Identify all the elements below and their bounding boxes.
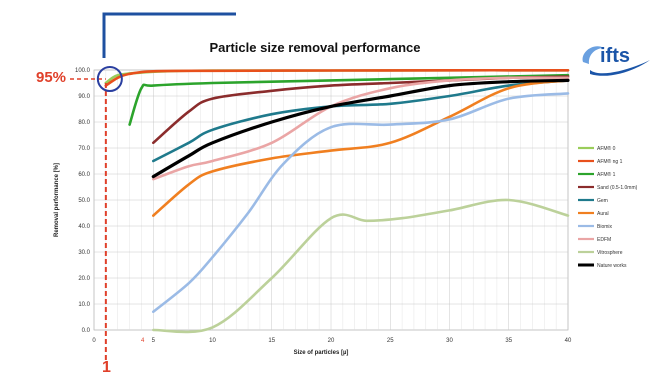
- size-1-label: 1: [102, 359, 111, 374]
- plot-area: 0.0 10.0 20.0 30.0 40.0 50.0 60.0 70.0 80.0 90.0 1…: [54, 66, 572, 360]
- x-tick-label: 40: [565, 338, 572, 344]
- y-tick-label: 100.0: [75, 68, 91, 74]
- ifts-logo: ifts: [582, 45, 650, 76]
- x-tick-label: 25: [387, 338, 394, 344]
- y-tick-label: 30.0: [78, 250, 90, 256]
- legend-label-vitrosphere: Vitrosphere: [597, 250, 623, 256]
- y-tick-label: 10.0: [78, 302, 90, 308]
- y-tick-label: 70.0: [78, 146, 90, 152]
- legend-label-biomix: Biomix: [597, 224, 613, 230]
- x-tick-label: 20: [328, 338, 335, 344]
- small-tick-label: 4: [141, 338, 145, 344]
- legend-label-sand-0-5-1-0mm: Sand (0.5-1.0mm): [597, 185, 638, 191]
- logo-text: ifts: [600, 45, 630, 67]
- legend-label-gem: Gem: [597, 198, 608, 204]
- legend-label-afm-ng-1: AFM® ng 1: [597, 158, 623, 165]
- y-tick-label: 20.0: [78, 276, 90, 282]
- callout-bracket: [102, 12, 236, 58]
- legend: AFM® 0 AFM® ng 1 AFM® 1 Sand (0.5-1.0mm) Gem…: [578, 145, 638, 269]
- y-tick-label: 50.0: [78, 198, 90, 204]
- y-tick-label: 90.0: [78, 94, 90, 100]
- legend-label-aural: Aural: [597, 211, 609, 217]
- x-tick-label: 30: [446, 338, 453, 344]
- legend-label-afm-0: AFM® 0: [597, 145, 616, 152]
- y-axis-label: Removal performance [%]: [54, 163, 60, 237]
- x-tick-label: 35: [505, 338, 512, 344]
- y-tick-label: 80.0: [78, 120, 90, 126]
- highlight-circle: [96, 66, 123, 92]
- legend-label-afm-1: AFM® 1: [597, 171, 616, 178]
- legend-label-nature-works: Nature works: [597, 263, 627, 269]
- chart-title: Particle size removal performance: [210, 40, 421, 55]
- series-line-vitrosphere: [152, 198, 570, 334]
- y-tick-label: 0.0: [82, 328, 91, 334]
- y-tick-label: 60.0: [78, 172, 90, 178]
- y-tick-label: 40.0: [78, 224, 90, 230]
- legend-label-edfm: EDFM: [597, 237, 611, 243]
- x-tick-label: 0: [92, 338, 96, 344]
- x-axis-label: Size of particles [µ]: [294, 350, 349, 356]
- x-tick-label: 5: [152, 338, 156, 344]
- series-line-biomix: [152, 92, 570, 314]
- threshold-95-label: 95%: [36, 69, 66, 86]
- series-line-aural: [152, 79, 570, 217]
- x-tick-label: 15: [268, 338, 275, 344]
- series-line-nature-works: [151, 78, 570, 179]
- x-tick-label: 10: [209, 338, 216, 344]
- series-line-afm-1: [128, 73, 570, 126]
